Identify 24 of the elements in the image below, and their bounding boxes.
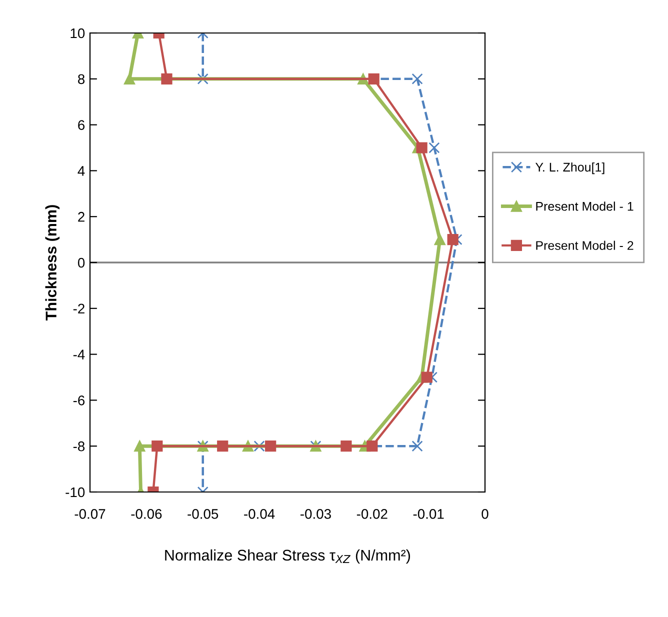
y-tick-label: 0 xyxy=(78,258,85,268)
y-tick-label: 6 xyxy=(78,120,85,130)
x-axis-title: Normalize Shear Stress τ$_{XZ}$ (N/mm²) xyxy=(165,549,410,564)
y-tick-label: -4 xyxy=(73,350,85,360)
y-tick-label: 10 xyxy=(70,28,85,38)
y-axis-title: Thickness (mm) xyxy=(45,205,60,320)
x-tick-label: -0.01 xyxy=(413,509,444,519)
y-tick-label: 8 xyxy=(78,74,85,84)
x-tick-label: -0.02 xyxy=(356,509,388,519)
legend-label: Present Model - 1 xyxy=(536,202,634,211)
y-tick-label: -8 xyxy=(73,441,85,452)
legend-label: Y. L. Zhou[1] xyxy=(535,162,604,174)
y-tick-label: 4 xyxy=(78,166,85,176)
x-tick-label: -0.03 xyxy=(300,509,331,519)
y-tick-label: -2 xyxy=(73,304,84,314)
x-tick-label: -0.07 xyxy=(74,509,106,519)
x-tick-label: 0 xyxy=(482,509,488,519)
y-tick-label: -6 xyxy=(73,396,85,406)
y-tick-label: 2 xyxy=(78,212,84,222)
x-tick-label: -0.04 xyxy=(244,509,275,519)
legend-label: Present Model - 2 xyxy=(536,240,634,250)
x-tick-label: -0.06 xyxy=(131,509,162,519)
y-tick-label: -10 xyxy=(66,487,85,498)
x-tick-label: -0.05 xyxy=(188,509,218,519)
